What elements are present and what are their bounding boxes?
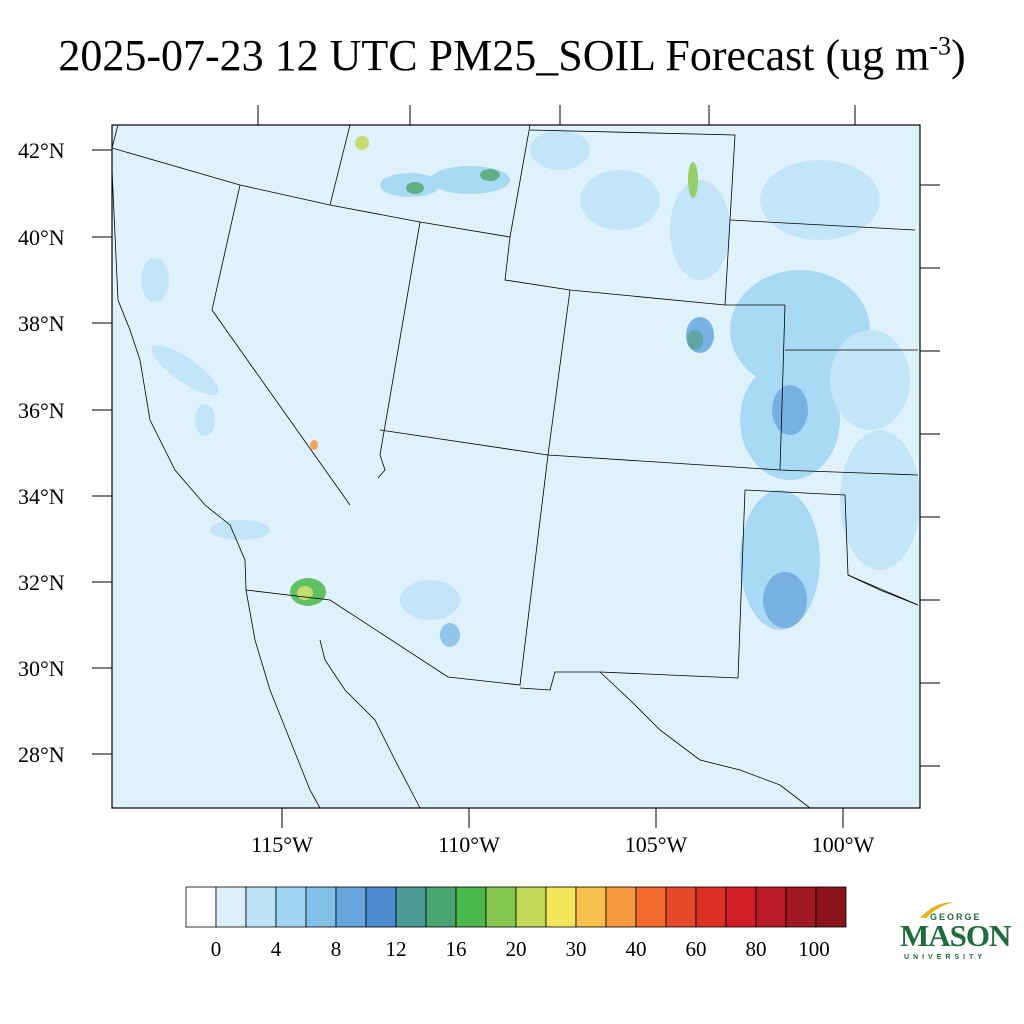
colorbar-box bbox=[635, 886, 667, 928]
lon-label: 100°W bbox=[811, 832, 875, 857]
colorbar-label: 4 bbox=[270, 937, 282, 961]
ticks bbox=[92, 105, 940, 828]
colorbar-box bbox=[755, 886, 787, 928]
colorbar-box bbox=[785, 886, 817, 928]
colorbar-label: 12 bbox=[385, 937, 407, 961]
lat-label: 40°N bbox=[18, 225, 65, 250]
colorbar-box bbox=[515, 886, 547, 928]
lon-label: 110°W bbox=[438, 832, 500, 857]
lon-label: 105°W bbox=[624, 832, 688, 857]
colorbar-box bbox=[365, 886, 397, 928]
coastline bbox=[111, 169, 919, 809]
logo-line2: MASON bbox=[900, 918, 1011, 953]
logo-line1: GEORGE bbox=[930, 912, 982, 922]
colorbar-label: 16 bbox=[445, 937, 467, 961]
colorbar-label: 30 bbox=[565, 937, 587, 961]
colorbar-box bbox=[185, 886, 217, 928]
lat-label: 30°N bbox=[18, 656, 65, 681]
map-title: 2025-07-23 12 UTC PM25_SOIL Forecast (ug… bbox=[58, 31, 966, 80]
colorbar-label: 40 bbox=[625, 937, 647, 961]
colorbar-label: 20 bbox=[505, 937, 527, 961]
colorbar-box bbox=[815, 886, 847, 928]
map-frame bbox=[111, 124, 921, 809]
colorbar-label: 8 bbox=[330, 937, 342, 961]
colorbar-box bbox=[665, 886, 697, 928]
boundaries bbox=[111, 124, 919, 691]
gmu-logo: GEORGE MASON UNIVERSITY bbox=[896, 900, 1011, 970]
lat-label: 38°N bbox=[18, 311, 65, 336]
colorbar-label: 100 bbox=[798, 937, 830, 961]
colorbar-label: 60 bbox=[685, 937, 707, 961]
colorbar-box bbox=[545, 886, 577, 928]
colorbar-box bbox=[275, 886, 307, 928]
colorbar-box bbox=[725, 886, 757, 928]
colorbar bbox=[185, 886, 847, 928]
lat-label: 42°N bbox=[18, 138, 65, 163]
colorbar-box bbox=[245, 886, 277, 928]
swoosh-icon bbox=[920, 902, 954, 918]
colorbar-box bbox=[305, 886, 337, 928]
colorbar-box bbox=[485, 886, 517, 928]
colorbar-label: 0 bbox=[210, 937, 222, 961]
lat-label: 34°N bbox=[18, 484, 65, 509]
lon-label: 115°W bbox=[251, 832, 313, 857]
logo-line3: UNIVERSITY bbox=[904, 954, 987, 961]
concentration-shading bbox=[141, 130, 920, 647]
lat-label: 32°N bbox=[18, 570, 65, 595]
colorbar-label: 80 bbox=[745, 937, 767, 961]
colorbar-box bbox=[605, 886, 637, 928]
colorbar-box bbox=[695, 886, 727, 928]
colorbar-box bbox=[215, 886, 247, 928]
colorbar-box bbox=[335, 886, 367, 928]
colorbar-box bbox=[575, 886, 607, 928]
lat-label: 28°N bbox=[18, 742, 65, 767]
colorbar-box bbox=[395, 886, 427, 928]
lat-label: 36°N bbox=[18, 398, 65, 423]
colorbar-box bbox=[455, 886, 487, 928]
colorbar-box bbox=[425, 886, 457, 928]
